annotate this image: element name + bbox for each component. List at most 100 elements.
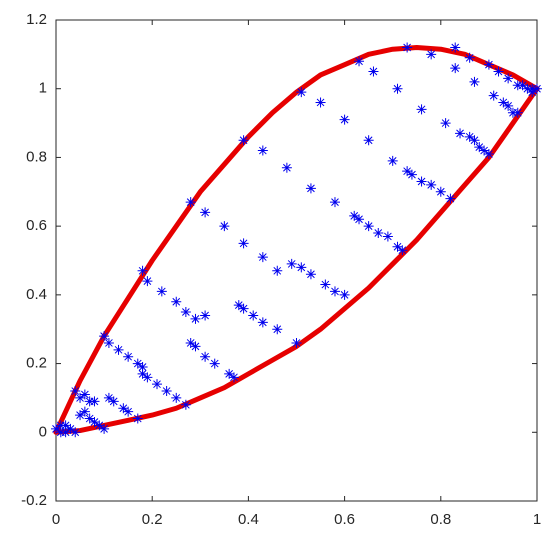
asterisk-marker [171, 392, 182, 403]
asterisk-marker [190, 341, 201, 352]
asterisk-marker [185, 337, 196, 348]
asterisk-marker [238, 303, 249, 314]
asterisk-marker [200, 351, 211, 362]
asterisk-marker [180, 399, 191, 410]
asterisk-marker [272, 265, 283, 276]
asterisk-marker [180, 307, 191, 318]
asterisk-marker [123, 351, 134, 362]
asterisk-marker [527, 87, 538, 98]
asterisk-marker [426, 179, 437, 190]
y-tick-label: 0.4 [26, 286, 47, 303]
asterisk-marker [503, 73, 514, 84]
asterisk-marker [84, 413, 95, 424]
asterisk-marker [426, 49, 437, 60]
y-tick-label: 1.2 [26, 11, 47, 28]
asterisk-marker [445, 193, 456, 204]
asterisk-marker [51, 423, 61, 434]
asterisk-marker [305, 269, 316, 280]
asterisk-marker [532, 83, 542, 94]
asterisk-marker [190, 313, 201, 324]
asterisk-marker [406, 169, 417, 180]
asterisk-marker [469, 76, 480, 87]
asterisk-marker [354, 214, 365, 225]
asterisk-marker [108, 396, 119, 407]
asterisk-marker [517, 80, 528, 91]
asterisk-marker [296, 262, 307, 273]
asterisk-marker [60, 420, 71, 431]
asterisk-marker [89, 416, 100, 427]
asterisk-marker [483, 59, 494, 70]
asterisk-marker [339, 114, 350, 125]
asterisk-marker [123, 406, 134, 417]
asterisk-marker [296, 87, 307, 98]
asterisk-marker [339, 289, 350, 300]
asterisk-marker [469, 135, 480, 146]
asterisk-marker [75, 392, 86, 403]
asterisk-marker [224, 368, 235, 379]
asterisk-marker [416, 176, 427, 187]
asterisk-marker [257, 145, 268, 156]
x-tick-label: 1 [533, 511, 541, 528]
asterisk-marker [402, 42, 413, 53]
asterisk-marker [329, 286, 340, 297]
x-tick-label: 0.4 [238, 511, 259, 528]
asterisk-marker [137, 265, 148, 276]
x-tick-label: 0 [52, 511, 60, 528]
asterisk-marker [392, 83, 403, 94]
asterisk-marker [488, 90, 499, 101]
asterisk-marker [483, 148, 494, 159]
asterisk-marker [387, 155, 398, 166]
asterisk-marker [363, 135, 374, 146]
asterisk-marker [200, 207, 211, 218]
asterisk-marker [75, 410, 86, 421]
asterisk-marker [455, 128, 466, 139]
asterisk-marker [161, 386, 172, 397]
asterisk-marker [156, 286, 167, 297]
asterisk-marker [392, 241, 403, 252]
asterisk-marker [498, 97, 509, 108]
asterisk-marker [103, 392, 114, 403]
asterisk-marker [65, 423, 76, 434]
asterisk-marker [382, 231, 393, 242]
asterisk-marker [281, 162, 292, 173]
asterisk-marker [228, 372, 239, 383]
asterisk-marker [354, 56, 365, 67]
asterisk-marker [402, 166, 413, 177]
asterisk-marker [248, 310, 259, 321]
y-tick-label: 0.6 [26, 217, 47, 234]
asterisk-marker [132, 413, 143, 424]
y-tick-label: 0.2 [26, 355, 47, 372]
asterisk-marker [435, 186, 446, 197]
asterisk-marker [450, 63, 461, 74]
asterisk-marker [257, 317, 268, 328]
asterisk-marker [286, 258, 297, 269]
asterisk-marker [79, 389, 90, 400]
asterisk-marker [209, 358, 220, 369]
asterisk-marker [185, 197, 196, 208]
asterisk-marker [397, 245, 408, 256]
x-tick-label: 0.2 [142, 511, 163, 528]
asterisk-marker [70, 427, 81, 438]
asterisk-marker [171, 296, 182, 307]
asterisk-marker [137, 368, 148, 379]
y-tick-label: 0 [39, 423, 47, 440]
asterisk-marker [329, 197, 340, 208]
asterisk-marker [368, 66, 379, 77]
asterisk-marker [479, 145, 490, 156]
asterisk-marker [55, 427, 66, 438]
x-tick-label: 0.8 [430, 511, 451, 528]
asterisk-marker [373, 228, 384, 239]
asterisk-marker [132, 358, 143, 369]
asterisk-marker [315, 97, 326, 108]
asterisk-marker [363, 221, 374, 232]
asterisk-marker [200, 310, 211, 321]
asterisk-marker [137, 362, 148, 373]
asterisk-marker [103, 337, 114, 348]
asterisk-marker [79, 406, 90, 417]
asterisk-marker [503, 100, 514, 111]
asterisk-marker [219, 221, 230, 232]
asterisk-marker [450, 42, 461, 53]
asterisk-marker [493, 66, 504, 77]
asterisk-marker [464, 131, 475, 142]
